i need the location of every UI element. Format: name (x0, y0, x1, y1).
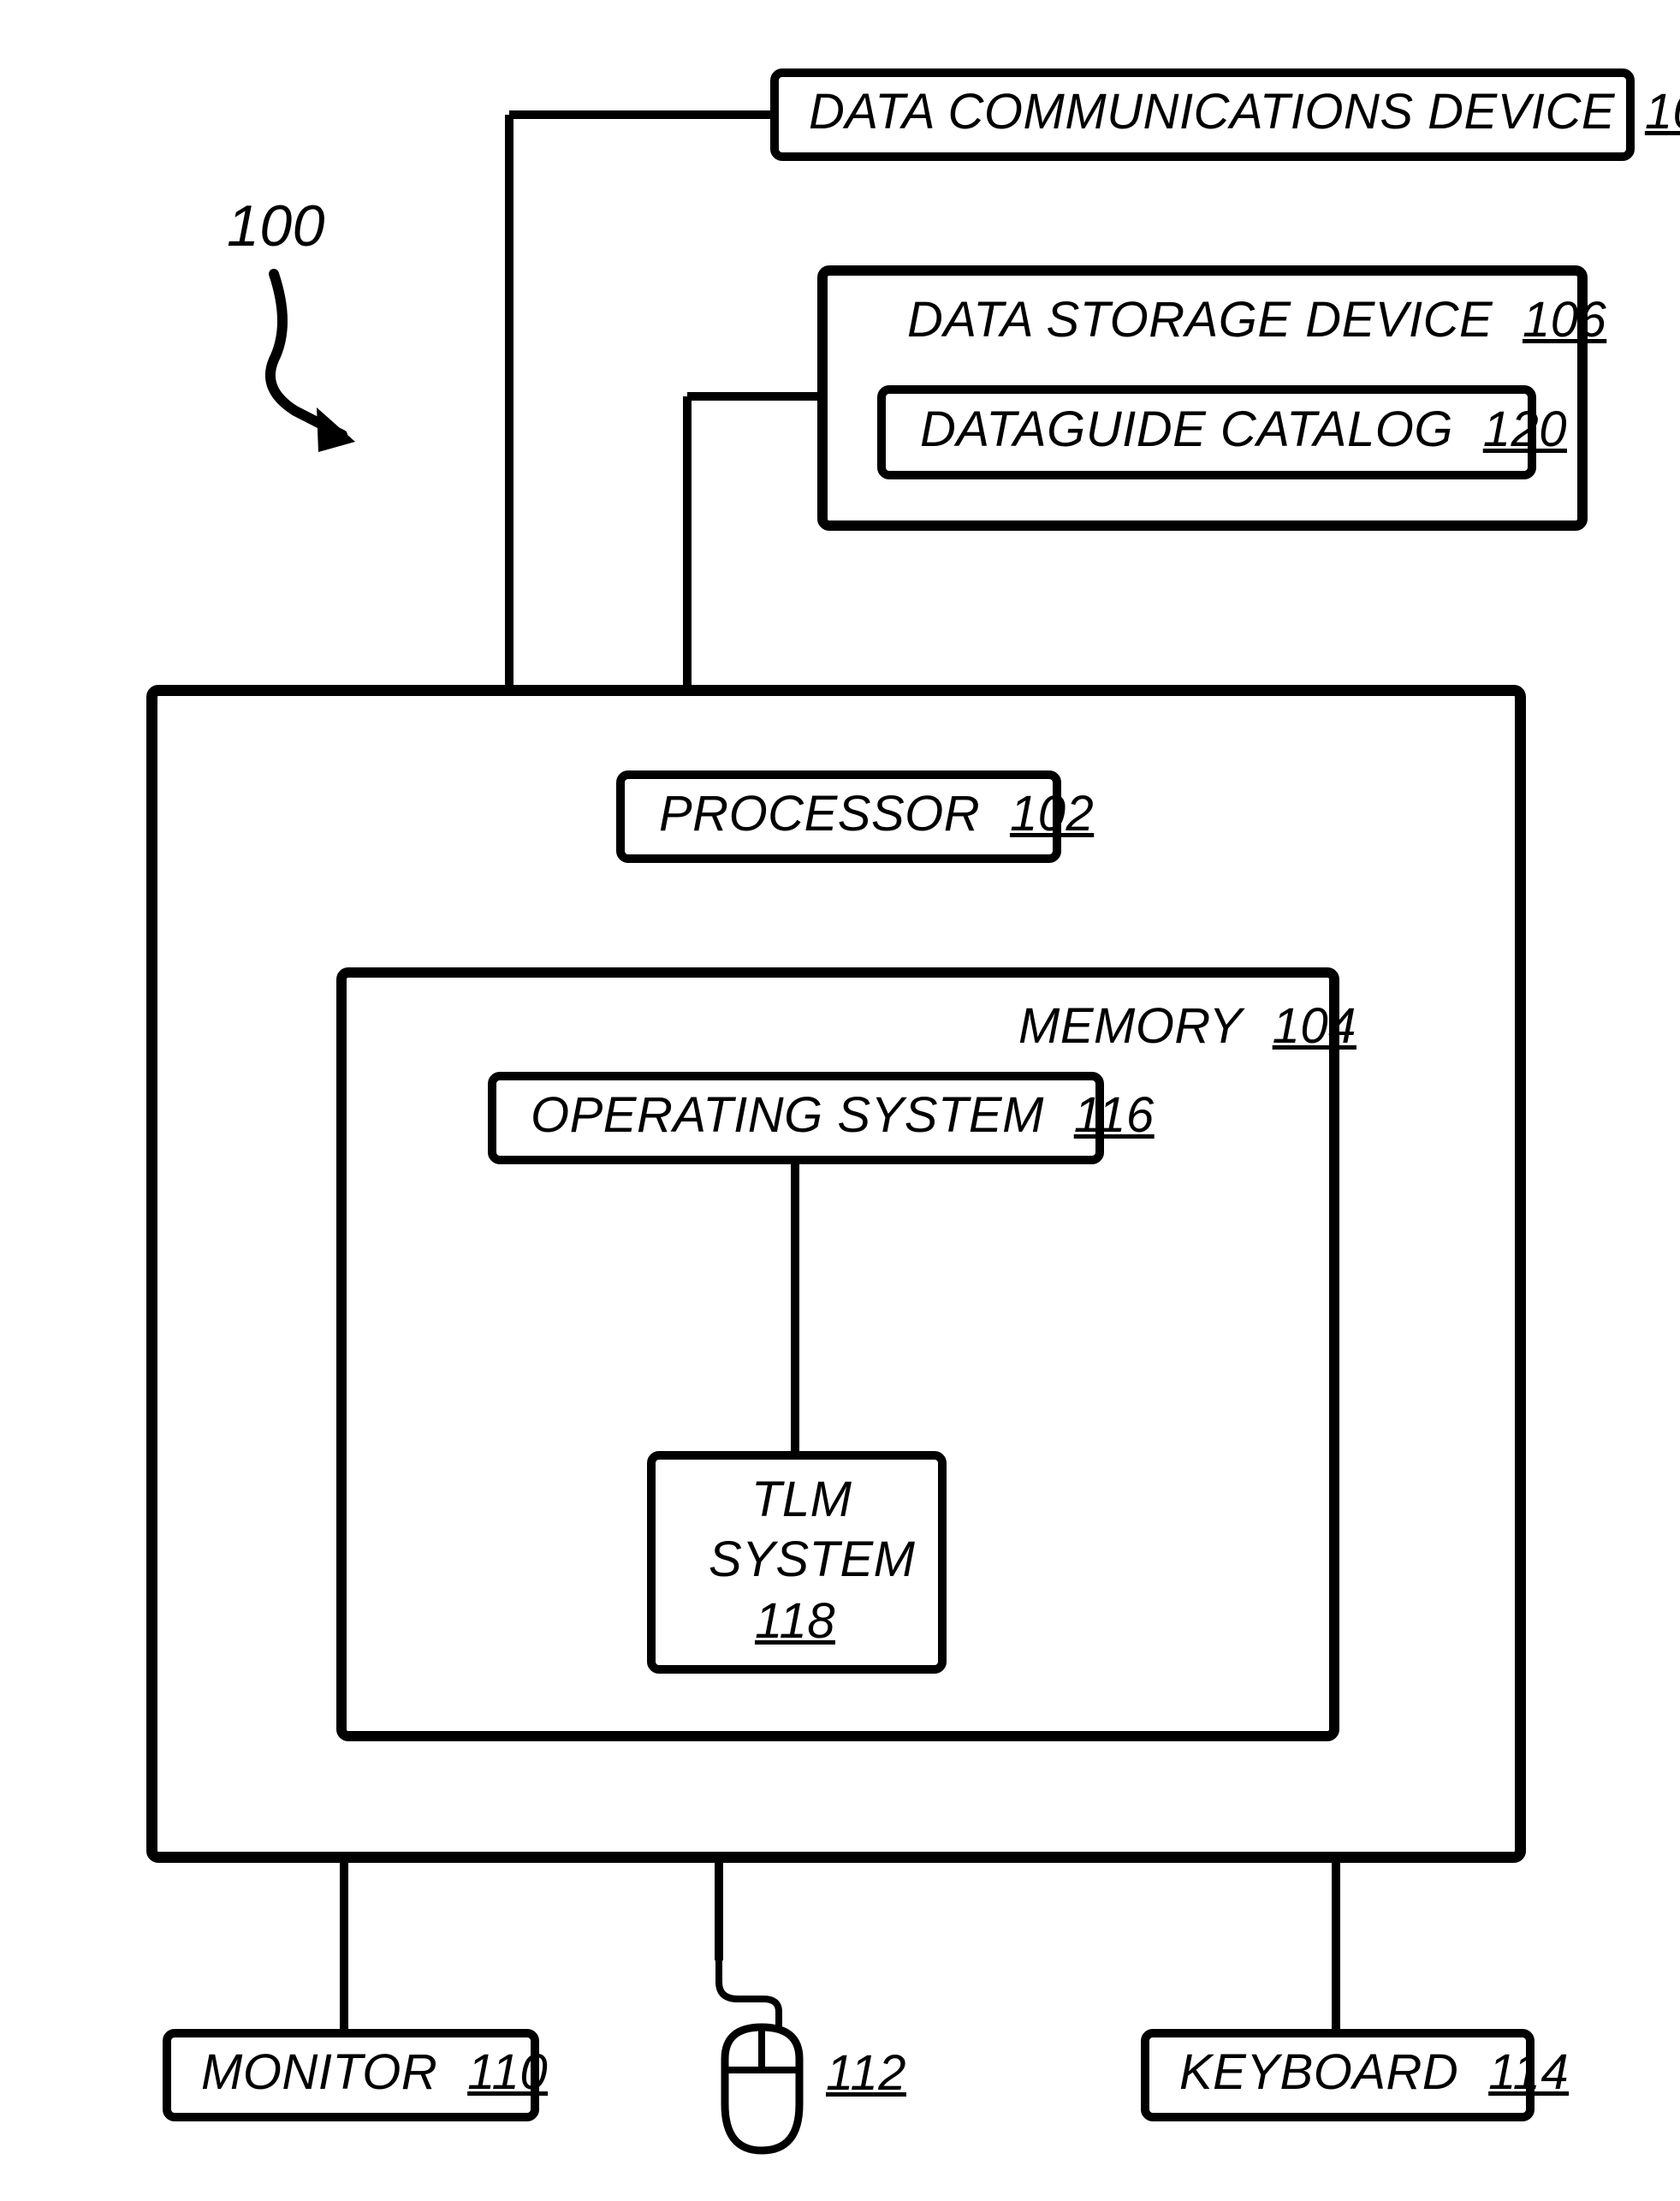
data-comm-label: DATA COMMUNICATIONS DEVICE108 (809, 83, 1680, 140)
figure-ref-label: 100 (227, 193, 325, 259)
connector-line (340, 1863, 348, 2029)
memory-label: MEMORY104 (1018, 997, 1356, 1055)
mouse-icon (678, 1952, 849, 2174)
connector-line (505, 115, 513, 687)
processor-label: PROCESSOR102 (659, 785, 1094, 842)
tlm-ref: 118 (755, 1592, 835, 1650)
connector-line (1332, 1863, 1340, 2029)
diagram-canvas: 100 DATA COMMUNICATIONS DEVICE108 DATA S… (0, 0, 1680, 2201)
monitor-label: MONITOR110 (201, 2043, 548, 2101)
connector-line (791, 1164, 799, 1451)
figure-ref-arrow (223, 265, 428, 462)
dataguide-catalog-label: DATAGUIDE CATALOG120 (920, 401, 1567, 458)
tlm-line2: SYSTEM (709, 1531, 916, 1588)
connector-line (509, 110, 770, 119)
connector-line (683, 396, 692, 687)
tlm-line1: TLM (751, 1471, 852, 1528)
connector-line (687, 392, 817, 401)
connector-line (715, 1863, 723, 1960)
data-storage-label: DATA STORAGE DEVICE106 (907, 291, 1606, 348)
os-label: OPERATING SYSTEM116 (531, 1086, 1155, 1144)
keyboard-label: KEYBOARD114 (1179, 2043, 1569, 2101)
mouse-ref: 112 (826, 2044, 906, 2102)
